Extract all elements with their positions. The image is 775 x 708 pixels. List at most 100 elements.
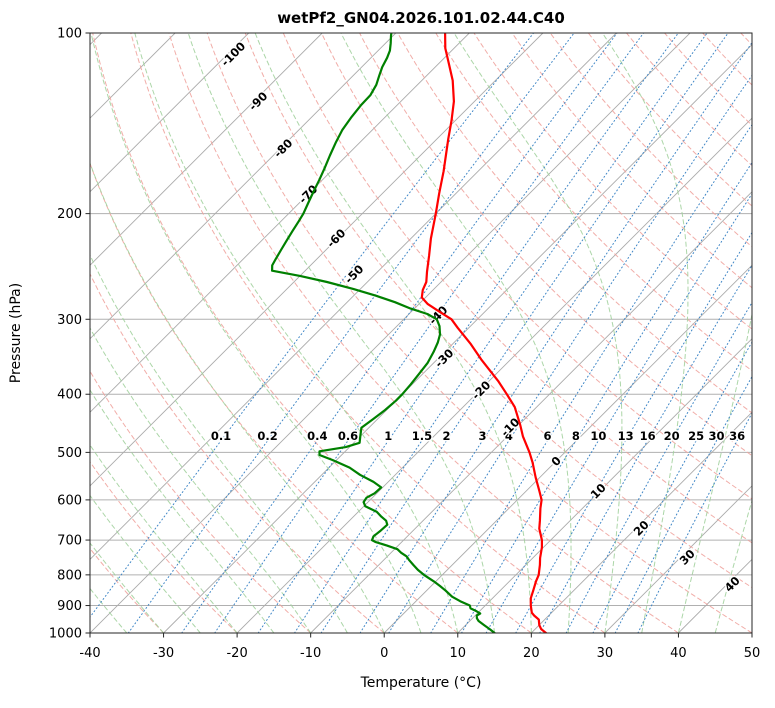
x-tick-label: -30 bbox=[153, 646, 174, 661]
dry-adiabat bbox=[90, 272, 385, 633]
plot-border bbox=[89, 32, 753, 634]
y-tick-label: 100 bbox=[57, 27, 82, 42]
mixing-ratio-line bbox=[515, 231, 752, 633]
mixing-ratio-label: 8 bbox=[572, 429, 580, 443]
y-tick-label: 400 bbox=[57, 388, 82, 403]
moist-adiabat bbox=[340, 33, 572, 633]
dry-adiabat bbox=[626, 33, 752, 167]
temperature-curve bbox=[420, 33, 548, 633]
y-tick-label: 800 bbox=[57, 568, 82, 583]
temperature-line bbox=[420, 33, 548, 633]
isotherm-line bbox=[530, 411, 752, 633]
dry-adiabat bbox=[397, 33, 752, 414]
mixing-ratio-line bbox=[257, 33, 679, 633]
x-tick-label: 20 bbox=[523, 646, 540, 661]
mixing-ratio-label: 13 bbox=[618, 429, 634, 443]
mixing-ratio-label: 0.6 bbox=[338, 429, 358, 443]
mixing-ratio-line bbox=[565, 301, 752, 633]
x-tick-label: 30 bbox=[597, 646, 614, 661]
moist-adiabat bbox=[90, 253, 348, 633]
mixing-ratio-line bbox=[388, 74, 752, 633]
dry-adiabat bbox=[549, 33, 752, 248]
moist-adiabat bbox=[187, 33, 496, 633]
mixing-ratio-line bbox=[181, 33, 618, 633]
y-tick-label: 500 bbox=[57, 446, 82, 461]
moist-adiabat bbox=[602, 33, 689, 633]
dewpoint-curve bbox=[271, 33, 496, 633]
isotherm-line bbox=[90, 33, 397, 340]
y-tick-label: 300 bbox=[57, 313, 82, 328]
mixing-ratio-label: 36 bbox=[729, 429, 745, 443]
dry-adiabat bbox=[90, 460, 238, 633]
dry-adiabat bbox=[168, 33, 679, 633]
y-tick-label: 900 bbox=[57, 599, 82, 614]
x-axis-label: Temperature (°C) bbox=[360, 675, 482, 691]
mixing-ratio-line bbox=[539, 264, 752, 633]
dry-adiabat bbox=[435, 33, 752, 372]
moist-adiabat bbox=[90, 161, 385, 633]
isotherm-line bbox=[90, 33, 470, 413]
dry-adiabat bbox=[511, 33, 752, 289]
moist-adiabat bbox=[90, 444, 238, 633]
x-tick-label: 0 bbox=[380, 646, 388, 661]
dry-adiabat bbox=[587, 33, 752, 207]
x-tick-label: 40 bbox=[670, 646, 687, 661]
moist-adiabat bbox=[90, 494, 201, 633]
moist-adiabat bbox=[90, 33, 422, 633]
mixing-ratio-line bbox=[214, 33, 645, 633]
mixing-ratio-label: 3 bbox=[478, 429, 486, 443]
x-tick-label: -10 bbox=[300, 646, 321, 661]
dry-adiabat bbox=[206, 33, 752, 633]
isotherm-line bbox=[90, 33, 250, 193]
mixing-ratio-label: 10 bbox=[590, 429, 606, 443]
mixing-ratio-line bbox=[294, 33, 708, 633]
mixing-ratio-label: 1.5 bbox=[412, 429, 432, 443]
y-tick-label: 1000 bbox=[49, 627, 82, 642]
mixing-ratio-label: 0.1 bbox=[211, 429, 231, 443]
mixing-ratio-label: 2 bbox=[442, 429, 450, 443]
dewpoint-line bbox=[271, 33, 496, 633]
isotherm-line bbox=[457, 338, 752, 633]
plot-title: wetPf2_GN04.2026.101.02.44.C40 bbox=[277, 9, 565, 27]
mixing-ratio-label: 0.4 bbox=[307, 429, 327, 443]
mixing-ratio-line bbox=[461, 161, 752, 633]
mixing-ratio-line bbox=[359, 41, 752, 633]
mixing-ratio-line bbox=[485, 192, 752, 633]
isotherm-line bbox=[163, 43, 752, 633]
mixing-ratio-label: 20 bbox=[664, 429, 680, 443]
isotherm-line bbox=[90, 33, 617, 561]
x-tick-label: 50 bbox=[744, 646, 761, 661]
isotherm-line bbox=[90, 33, 323, 266]
mixing-ratio-label: 30 bbox=[708, 429, 724, 443]
mixing-ratio-label: 0.2 bbox=[257, 429, 277, 443]
x-tick-label: -20 bbox=[226, 646, 247, 661]
mixing-ratio-line bbox=[320, 33, 729, 633]
y-tick-label: 600 bbox=[57, 493, 82, 508]
moist-adiabat bbox=[453, 33, 623, 633]
dry-adiabat bbox=[92, 33, 532, 633]
x-tick-label: 10 bbox=[450, 646, 467, 661]
y-tick-label: 700 bbox=[57, 534, 82, 549]
mixing-ratio-label: 4 bbox=[505, 429, 513, 443]
dry-adiabat bbox=[359, 33, 752, 457]
isotherm-line bbox=[90, 33, 544, 487]
dry-adiabat bbox=[282, 33, 752, 544]
isotherm-line bbox=[383, 264, 752, 633]
mixing-ratio-lines bbox=[90, 33, 752, 633]
y-axis-label: Pressure (hPa) bbox=[8, 283, 24, 383]
mixing-ratio-label: 6 bbox=[543, 429, 551, 443]
isotherm-line bbox=[236, 117, 752, 633]
y-tick-label: 200 bbox=[57, 207, 82, 222]
isotherm-line bbox=[310, 191, 752, 633]
moist-adiabat bbox=[677, 311, 752, 633]
axes-chrome: -40 -30 -20 -10 0 10 20 30 40 5010020030040050060… bbox=[49, 27, 760, 662]
moist-adiabat bbox=[90, 326, 312, 633]
isotherm-line bbox=[604, 485, 752, 633]
dry-adiabat bbox=[90, 162, 459, 633]
x-tick-label: -40 bbox=[79, 646, 100, 661]
mixing-ratio-label: 25 bbox=[688, 429, 704, 443]
mixing-ratio-label: 16 bbox=[640, 429, 656, 443]
